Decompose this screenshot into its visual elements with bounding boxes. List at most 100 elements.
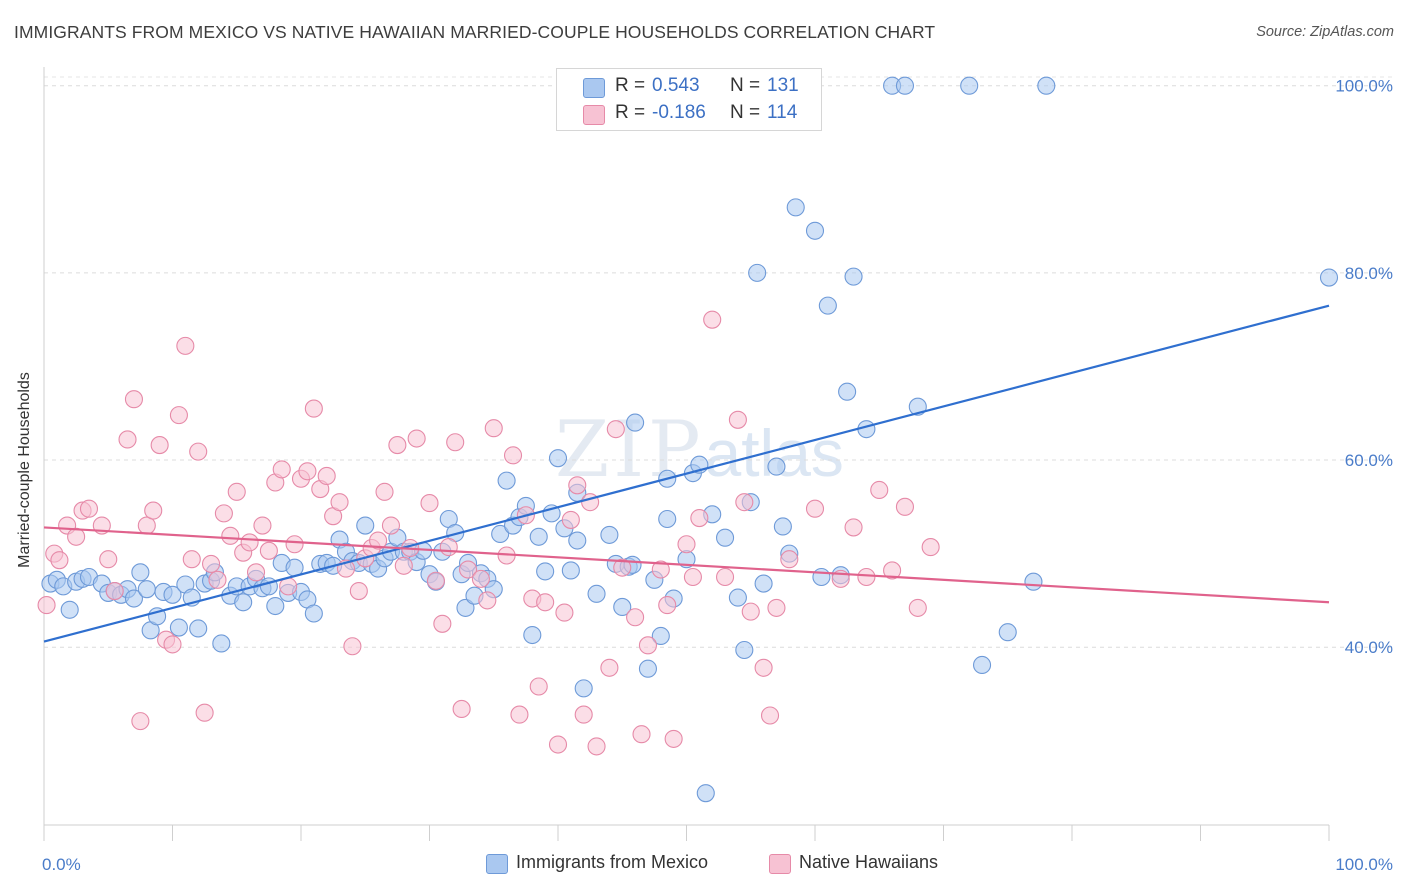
point-hawaiian	[227, 482, 246, 501]
point-mexico	[587, 584, 606, 603]
point-hawaiian	[767, 598, 786, 617]
point-hawaiian	[163, 635, 182, 654]
point-hawaiian	[202, 554, 221, 573]
point-hawaiian	[613, 558, 632, 577]
point-hawaiian	[471, 569, 490, 588]
point-mexico	[728, 588, 747, 607]
point-hawaiian	[780, 550, 799, 569]
point-hawaiian	[407, 429, 426, 448]
point-hawaiian	[510, 705, 529, 724]
point-mexico	[748, 263, 767, 282]
point-hawaiian	[330, 493, 349, 512]
point-mexico	[972, 655, 992, 675]
point-mexico	[356, 516, 375, 535]
point-mexico	[1319, 268, 1339, 287]
point-hawaiian	[805, 499, 825, 518]
point-mexico	[812, 567, 831, 587]
point-hawaiian	[349, 581, 368, 601]
point-hawaiian	[246, 563, 266, 582]
point-hawaiian	[67, 527, 86, 546]
point-hawaiian	[37, 596, 56, 615]
point-hawaiian	[317, 466, 336, 485]
point-hawaiian	[208, 570, 227, 589]
point-mexico	[1037, 76, 1056, 95]
legend-r-value: -0.186	[652, 102, 706, 123]
point-hawaiian	[259, 541, 278, 560]
y-tick-label: 100.0%	[1335, 77, 1393, 96]
point-hawaiian	[124, 390, 143, 409]
legend-r-value: 0.543	[652, 75, 700, 96]
point-hawaiian	[715, 567, 735, 587]
point-hawaiian	[568, 476, 587, 495]
point-hawaiian	[600, 658, 619, 677]
point-mexico	[497, 471, 516, 490]
point-hawaiian	[343, 637, 362, 656]
point-hawaiian	[221, 526, 240, 545]
point-hawaiian	[272, 460, 291, 479]
point-hawaiian	[79, 499, 99, 518]
point-hawaiian	[651, 560, 670, 579]
point-hawaiian	[369, 531, 388, 550]
point-mexico	[715, 528, 735, 547]
point-hawaiian	[182, 550, 201, 569]
point-hawaiian	[189, 442, 208, 461]
x-tick-label: 0.0%	[42, 855, 81, 874]
point-mexico	[169, 618, 188, 637]
point-mexico	[696, 784, 715, 803]
point-mexico	[536, 562, 555, 581]
point-mexico	[838, 382, 857, 401]
point-hawaiian	[870, 480, 889, 500]
legend-n-value: 131	[767, 75, 799, 96]
trendline-hawaiian	[43, 526, 1330, 604]
point-hawaiian	[144, 501, 163, 520]
point-hawaiian	[548, 735, 568, 754]
point-mexico	[735, 640, 754, 660]
point-hawaiian	[561, 510, 580, 529]
point-hawaiian	[214, 504, 233, 523]
point-mexico	[658, 509, 677, 529]
point-hawaiian	[574, 705, 593, 724]
x-tick-label: 100.0%	[1335, 855, 1393, 874]
point-hawaiian	[304, 399, 323, 418]
point-hawaiian	[420, 494, 439, 513]
point-mexico	[163, 585, 182, 604]
point-mexico	[1024, 572, 1043, 591]
point-hawaiian	[169, 406, 188, 425]
point-hawaiian	[632, 725, 651, 744]
point-hawaiian	[50, 551, 69, 570]
point-hawaiian	[735, 493, 754, 512]
point-mexico	[786, 198, 805, 217]
point-hawaiian	[844, 518, 863, 537]
bottom-legend-swatch-hawaiian	[769, 854, 791, 874]
point-mexico	[767, 457, 786, 476]
bottom-legend-label-mexico: Immigrants from Mexico	[516, 852, 709, 872]
legend-n-label: N =	[730, 102, 761, 123]
point-hawaiian	[754, 658, 773, 677]
point-hawaiian	[857, 567, 876, 587]
point-mexico	[124, 589, 143, 608]
point-hawaiian	[195, 703, 214, 722]
point-hawaiian	[478, 591, 497, 610]
point-hawaiian	[394, 556, 413, 575]
point-mexico	[773, 517, 792, 536]
y-tick-label: 40.0%	[1345, 638, 1393, 657]
point-mexico	[137, 580, 156, 599]
point-hawaiian	[253, 516, 272, 535]
point-hawaiian	[626, 608, 645, 627]
point-mexico	[805, 221, 825, 240]
point-mexico	[266, 596, 285, 616]
point-mexico	[456, 598, 475, 617]
point-hawaiian	[426, 571, 445, 590]
point-hawaiian	[131, 712, 150, 731]
point-hawaiian	[606, 420, 625, 439]
point-mexico	[613, 597, 632, 617]
point-hawaiian	[439, 538, 458, 557]
point-mexico	[568, 531, 587, 550]
point-hawaiian	[728, 410, 747, 429]
point-hawaiian	[741, 602, 760, 621]
point-hawaiian	[285, 535, 304, 554]
point-hawaiian	[703, 310, 722, 329]
point-hawaiian	[99, 550, 118, 569]
point-mexico	[529, 527, 548, 546]
point-mexico	[574, 679, 593, 698]
